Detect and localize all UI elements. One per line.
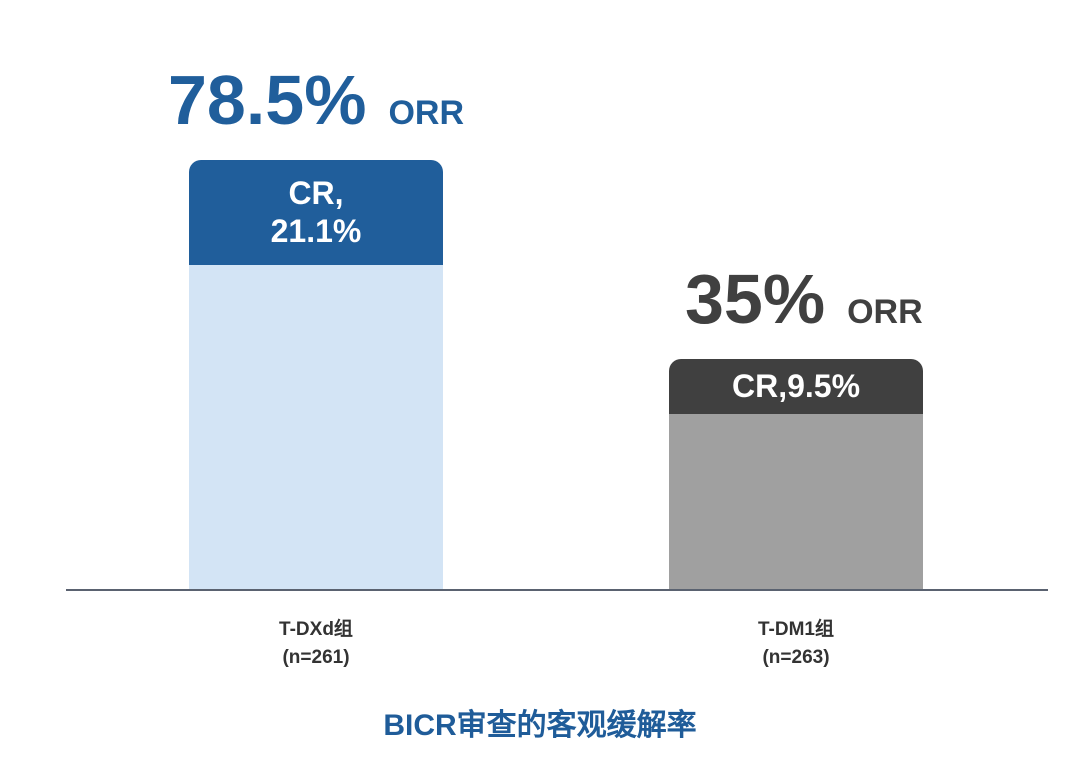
bar-tdxd-orr-segment (189, 264, 443, 590)
bar-tdxd: CR, 21.1% (189, 159, 443, 590)
cr-label-tdm1: CR,9.5% (731, 368, 861, 405)
orr-suffix-tdm1: ORR (847, 292, 923, 331)
bar-tdxd-cr-segment: CR, 21.1% (189, 159, 443, 265)
category-n: (n=263) (762, 647, 830, 668)
orr-suffix-tdxd: ORR (388, 93, 465, 132)
category-name: T-DM1组 (757, 619, 834, 640)
orr-value-tdxd: 78.5% (168, 60, 367, 139)
orr-label-tdxd: 78.5% ORR (168, 60, 464, 140)
chart-title: BICR审查的客观缓解率 (383, 709, 697, 742)
x-axis-baseline (66, 589, 1048, 591)
bar-tdm1-cr-segment: CR,9.5% (669, 358, 923, 414)
cr-label-tdxd: CR, 21.1% (270, 175, 362, 250)
category-name: T-DXd组 (279, 619, 353, 640)
x-tick-label-tdxd: T-DXd组 (n=261) (186, 616, 446, 672)
orr-label-tdm1: 35% ORR (685, 259, 923, 339)
bar-tdm1-orr-segment (669, 413, 923, 590)
category-n: (n=261) (282, 647, 350, 668)
orr-value-tdm1: 35% (685, 259, 826, 338)
x-tick-label-tdm1: T-DM1组 (n=263) (666, 616, 926, 672)
bar-tdm1: CR,9.5% (669, 358, 923, 590)
